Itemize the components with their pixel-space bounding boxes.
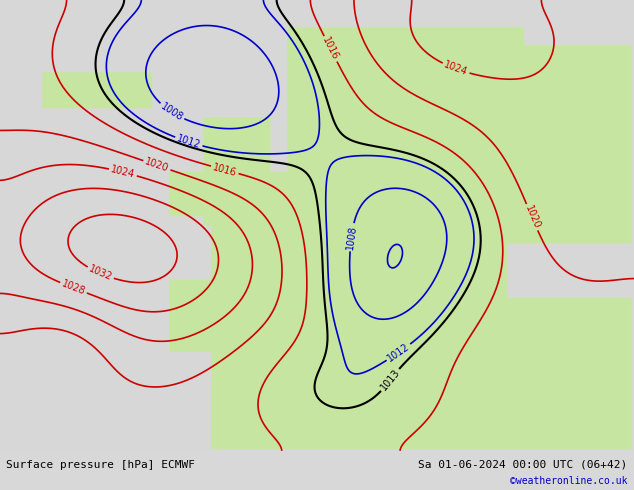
Text: 1024: 1024 — [110, 164, 136, 180]
Text: Sa 01-06-2024 00:00 UTC (06+42): Sa 01-06-2024 00:00 UTC (06+42) — [418, 460, 628, 469]
Text: 1024: 1024 — [443, 60, 469, 78]
Text: 1032: 1032 — [87, 264, 113, 283]
Text: 1012: 1012 — [176, 133, 202, 150]
Text: Surface pressure [hPa] ECMWF: Surface pressure [hPa] ECMWF — [6, 460, 195, 469]
Text: 1016: 1016 — [212, 162, 238, 178]
Text: ©weatheronline.co.uk: ©weatheronline.co.uk — [510, 476, 628, 486]
Text: 1013: 1013 — [378, 368, 402, 392]
Text: 1012: 1012 — [385, 342, 411, 364]
Text: 1008: 1008 — [345, 224, 358, 250]
Text: 1020: 1020 — [522, 204, 541, 230]
Text: 1008: 1008 — [158, 101, 184, 123]
Text: 1028: 1028 — [60, 279, 87, 297]
Text: 1020: 1020 — [144, 157, 170, 174]
Text: 1016: 1016 — [321, 36, 340, 62]
